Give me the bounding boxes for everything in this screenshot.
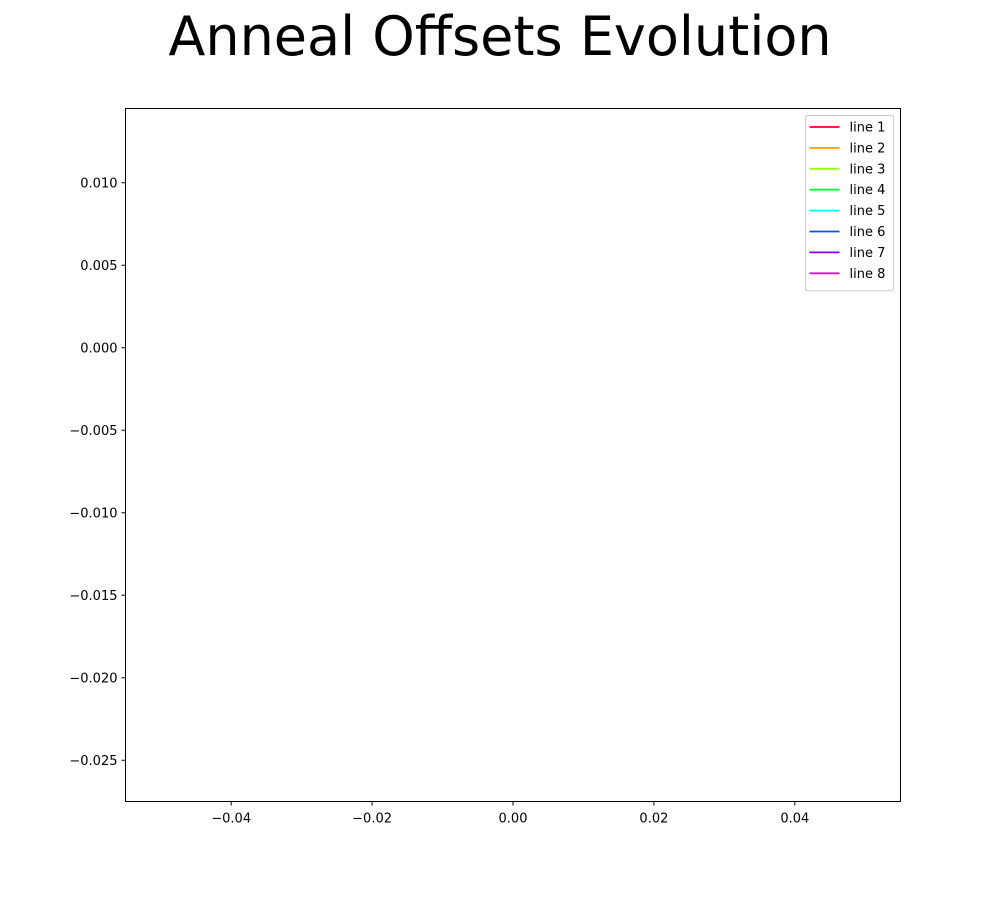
legend-label: line 7: [850, 246, 886, 261]
x-tick-label: 0.00: [499, 812, 528, 827]
x-tick-label: −0.02: [352, 812, 392, 827]
x-axis: −0.04 −0.02 0.00 0.02 0.04: [211, 801, 809, 827]
y-tick-label: 0.000: [80, 341, 117, 356]
legend-label: line 4: [850, 183, 886, 198]
legend-box: [805, 115, 894, 292]
legend-item[interactable]: line 3: [809, 162, 886, 177]
legend-label: line 2: [850, 141, 886, 156]
legend-item[interactable]: line 8: [809, 267, 886, 282]
y-tick-label: 0.005: [80, 259, 117, 274]
y-tick-label: 0.010: [80, 176, 117, 191]
legend-label: line 5: [850, 204, 886, 219]
chart-title: Anneal Offsets Evolution: [168, 5, 832, 68]
x-tick-label: 0.04: [780, 812, 809, 827]
y-tick-label: −0.010: [69, 506, 117, 521]
y-tick-label: −0.025: [69, 754, 117, 769]
y-tick-label: −0.005: [69, 424, 117, 439]
y-axis: 0.010 0.005 0.000 −0.005 −0.010 −0.015 −0.020 −…: [69, 176, 126, 769]
legend-item[interactable]: line 2: [809, 141, 886, 156]
legend-item[interactable]: line 6: [809, 225, 886, 240]
legend-item[interactable]: line 5: [809, 204, 886, 219]
legend[interactable]: line 1 line 2 line 3 line 4 line 5 line 6 line…: [805, 115, 894, 292]
y-tick-label: −0.020: [69, 671, 117, 686]
legend-label: line 1: [850, 121, 886, 136]
plot-area-frame: [125, 108, 901, 802]
x-tick-label: 0.02: [639, 812, 668, 827]
legend-item[interactable]: line 1: [809, 121, 886, 136]
legend-item[interactable]: line 4: [809, 183, 886, 198]
x-tick-label: −0.04: [211, 812, 251, 827]
legend-label: line 8: [850, 267, 886, 282]
legend-item[interactable]: line 7: [809, 246, 886, 261]
legend-label: line 3: [850, 162, 886, 177]
legend-label: line 6: [850, 225, 886, 240]
y-tick-label: −0.015: [69, 589, 117, 604]
